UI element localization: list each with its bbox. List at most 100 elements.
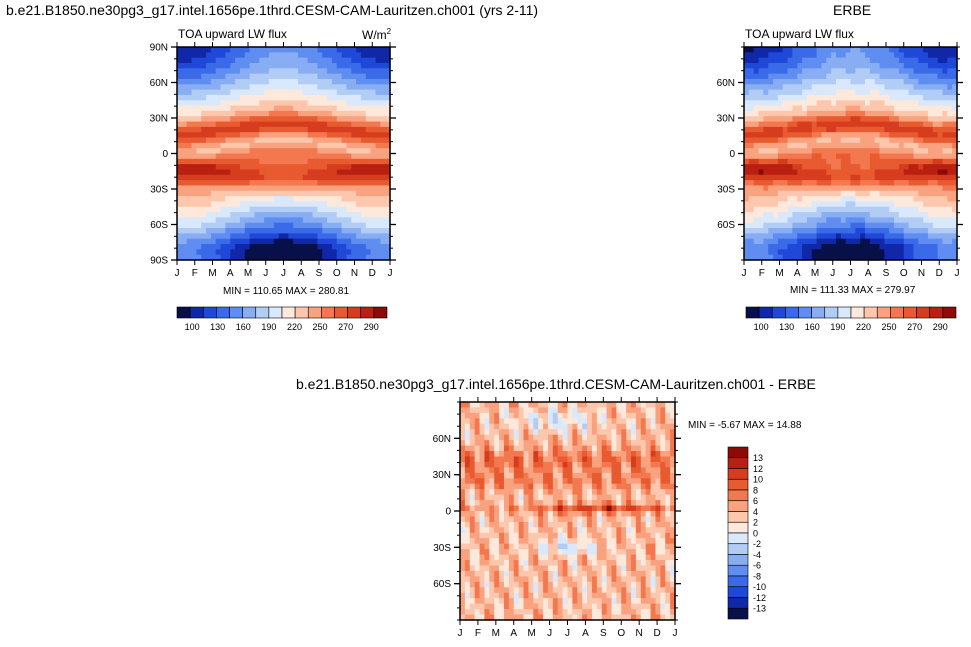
diff-heatmap-xlabel: J — [547, 628, 552, 639]
diff-heatmap-xlabel: M — [527, 628, 535, 639]
model-colorbar-label: 250 — [313, 322, 328, 332]
diff-heatmap-ylabel: 30N — [433, 470, 451, 481]
erbe-colorbar-label: 190 — [830, 322, 845, 332]
erbe-title: ERBE — [833, 2, 872, 18]
erbe-heatmap-ylabel: 60N — [717, 78, 735, 89]
model-colorbar-swatch — [321, 306, 335, 319]
erbe-heatmap-xlabel: N — [918, 268, 925, 279]
erbe-heatmap-xlabel: F — [759, 268, 765, 279]
diff-colorbar-label: -12 — [753, 593, 766, 603]
erbe-colorbar-swatch — [863, 306, 878, 319]
diff-colorbar-swatch — [727, 564, 749, 577]
diff-colorbar-swatch — [727, 500, 749, 512]
diff-colorbar-label: 4 — [753, 507, 758, 517]
panel1-units: W/m2 — [362, 27, 392, 42]
model-colorbar-swatch — [294, 306, 309, 319]
model-colorbar-swatch — [334, 306, 348, 319]
erbe-colorbar-swatch — [758, 306, 773, 319]
difference-title: b.e21.B1850.ne30pg3_g17.intel.1656pe.1th… — [296, 376, 816, 392]
erbe-heatmap-xlabel: J — [955, 268, 960, 279]
model-colorbar-label: 100 — [185, 322, 200, 332]
diff-colorbar-label: 10 — [753, 475, 763, 485]
diff-colorbar-swatch — [727, 607, 749, 620]
erbe-colorbar-swatch — [890, 306, 904, 319]
model-colorbar-label: 220 — [287, 322, 302, 332]
model-colorbar-swatch — [189, 306, 204, 319]
model-heatmap-ylabel: 0 — [162, 149, 168, 160]
diff-heatmap-xlabel: O — [617, 628, 625, 639]
erbe-colorbar-swatch — [771, 306, 786, 319]
model-colorbar-swatch — [216, 306, 230, 319]
diff-colorbar-label: -4 — [753, 550, 761, 560]
erbe-colorbar-swatch — [850, 306, 865, 319]
model-heatmap-xlabel: J — [263, 268, 268, 279]
diff-heatmap-ylabel: 30S — [433, 543, 451, 554]
erbe-colorbar-swatch — [745, 306, 760, 319]
erbe-colorbar-swatch — [929, 306, 944, 319]
panel3-stats: MIN = -5.67 MAX = 14.88 — [688, 420, 802, 431]
diff-heatmap-xlabel: N — [636, 628, 643, 639]
diff-heatmap-xlabel: F — [475, 628, 481, 639]
model-heatmap-xlabel: J — [388, 268, 393, 279]
model-heatmap-xlabel: A — [298, 268, 305, 279]
erbe-colorbar-swatch — [916, 306, 931, 319]
model-colorbar-swatch — [307, 306, 322, 319]
model-heatmap-xlabel: M — [244, 268, 252, 279]
diff-colorbar-swatch — [727, 586, 749, 598]
erbe-colorbar-swatch — [811, 306, 826, 319]
erbe-heatmap-cells — [744, 47, 958, 261]
diff-heatmap-xlabel: J — [458, 628, 463, 639]
erbe-heatmap-ylabel: 60S — [717, 220, 735, 231]
erbe-colorbar-label: 250 — [882, 322, 897, 332]
diff-colorbar-label: -2 — [753, 539, 761, 549]
erbe-heatmap-ylabel: 30N — [717, 114, 735, 125]
diff-colorbar-label: -6 — [753, 561, 761, 571]
diff-colorbar-label: 6 — [753, 496, 758, 506]
erbe-colorbar-swatch — [876, 306, 891, 319]
erbe-colorbar-label: 100 — [754, 322, 769, 332]
erbe-heatmap-ylabel: 0 — [729, 149, 735, 160]
model-heatmap-ylabel: 30S — [150, 185, 168, 196]
model-heatmap-xlabel: N — [351, 268, 358, 279]
model-heatmap-ylabel: 90N — [150, 43, 168, 54]
erbe-colorbar-swatch — [785, 306, 799, 319]
diff-heatmap-xlabel: A — [582, 628, 589, 639]
model-heatmap-cells — [177, 47, 391, 261]
model-heatmap-ylabel: 60N — [150, 78, 168, 89]
erbe-heatmap-xlabel: D — [936, 268, 943, 279]
model-colorbar-label: 270 — [338, 322, 353, 332]
erbe-heatmap-xlabel: J — [742, 268, 747, 279]
diff-colorbar-swatch — [727, 532, 749, 545]
diff-colorbar-swatch — [727, 468, 749, 480]
diff-heatmap-xlabel: J — [565, 628, 570, 639]
erbe-colorbar-label: 160 — [805, 322, 820, 332]
model-colorbar-swatch — [242, 306, 257, 319]
diff-colorbar-swatch — [727, 597, 749, 609]
diff-colorbar-label: -10 — [753, 582, 766, 592]
erbe-colorbar-label: 220 — [856, 322, 871, 332]
erbe-colorbar-label: 130 — [779, 322, 794, 332]
model-colorbar-swatch — [360, 306, 375, 319]
erbe-heatmap-xlabel: M — [775, 268, 783, 279]
erbe-colorbar-swatch — [903, 306, 917, 319]
model-heatmap-xlabel: M — [208, 268, 216, 279]
diff-colorbar-swatch — [727, 489, 749, 502]
model-colorbar-swatch — [373, 306, 388, 319]
diff-colorbar-label: 12 — [753, 464, 763, 474]
diff-heatmap-cells — [460, 402, 676, 621]
model-heatmap-ylabel: 60S — [150, 220, 168, 231]
diff-colorbar-label: -8 — [753, 571, 761, 581]
model-colorbar-label: 130 — [210, 322, 225, 332]
erbe-colorbar-swatch — [837, 306, 852, 319]
diff-colorbar-label: 0 — [753, 528, 758, 538]
model-heatmap-xlabel: A — [227, 268, 234, 279]
model-colorbar-swatch — [255, 306, 270, 319]
diff-colorbar-label: 13 — [753, 453, 763, 463]
panel2-title: TOA upward LW flux — [745, 27, 854, 41]
diff-heatmap-xlabel: J — [673, 628, 678, 639]
erbe-colorbar-label: 290 — [933, 322, 948, 332]
diff-heatmap-xlabel: A — [510, 628, 517, 639]
diff-heatmap-ylabel: 0 — [445, 507, 451, 518]
panel1-title: TOA upward LW flux — [178, 27, 287, 41]
